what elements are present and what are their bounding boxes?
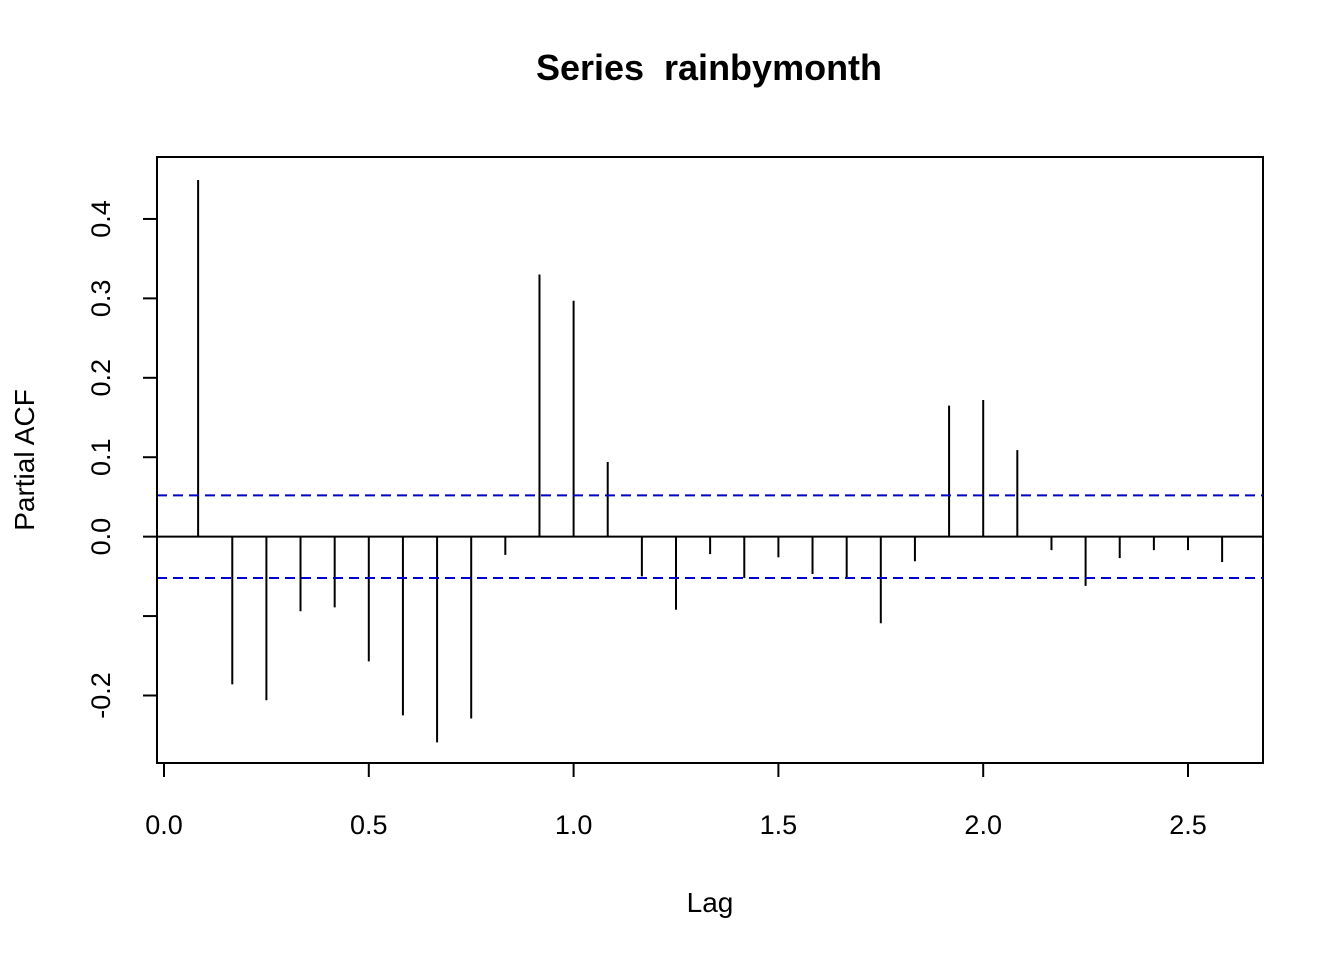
y-axis: -0.2 0.0 0.1 0.2 0.3 0.4: [86, 200, 158, 719]
x-axis-label: Lag: [687, 887, 734, 918]
plot-frame: [156, 156, 1264, 764]
pacf-bars: [197, 180, 1224, 743]
y-tick-label: 0.0: [86, 518, 116, 556]
y-tick-label: 0.4: [86, 200, 116, 238]
x-axis: 0.0 0.5 1.0 1.5 2.0 2.5: [145, 762, 1207, 840]
x-tick-label: 1.0: [555, 810, 593, 840]
y-tick-label: -0.2: [86, 672, 116, 719]
x-tick-label: 0.0: [145, 810, 183, 840]
confidence-bounds: [157, 494, 1263, 579]
y-tick-label: 0.1: [86, 438, 116, 476]
x-tick-label: 2.0: [964, 810, 1002, 840]
y-tick-label: 0.3: [86, 280, 116, 318]
y-tick-label: 0.2: [86, 359, 116, 397]
y-axis-label: Partial ACF: [9, 389, 40, 531]
chart-title: Series rainbymonth: [536, 47, 882, 88]
x-tick-label: 1.5: [760, 810, 798, 840]
x-tick-label: 2.5: [1169, 810, 1207, 840]
x-tick-label: 0.5: [350, 810, 388, 840]
